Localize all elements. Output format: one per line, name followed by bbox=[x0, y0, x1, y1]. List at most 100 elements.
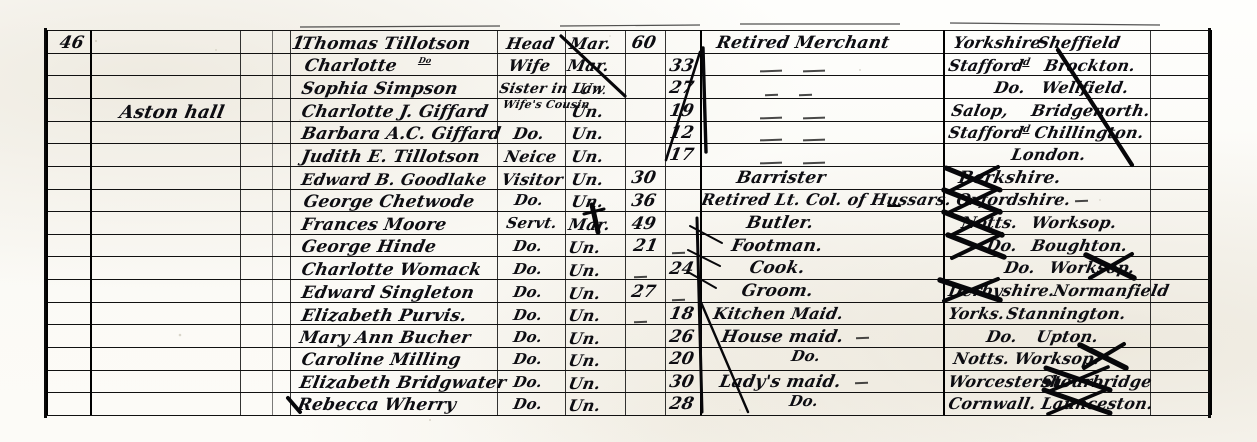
row-rule bbox=[46, 166, 1210, 167]
cell-birthplace-town: Boughton. bbox=[1029, 236, 1130, 255]
cell-occupation: Butler. bbox=[744, 213, 816, 233]
cell-birthplace-county: Do. bbox=[1002, 258, 1037, 277]
cell-birthplace-town: London. bbox=[1009, 145, 1088, 164]
cell-condition: Mar. bbox=[566, 215, 612, 234]
col-rule-schedule-right bbox=[90, 30, 92, 415]
cell-condition: Un. bbox=[566, 261, 603, 280]
cell-condition: Un. bbox=[566, 396, 603, 415]
cell-name: Rebecca Wherry bbox=[295, 395, 458, 415]
cell-relation: Do. bbox=[512, 191, 545, 209]
cell-birthplace-county: Staffordd bbox=[946, 56, 1032, 76]
cell-name-ditto: Do bbox=[417, 55, 433, 65]
cell-age-female: 17 bbox=[667, 145, 696, 165]
col-rule-inhabited-right bbox=[272, 30, 273, 415]
cell-relation: Do. bbox=[511, 283, 544, 301]
cell-name: Barbara A.C. Giffard bbox=[299, 124, 503, 144]
cell-age-male: 30 bbox=[629, 168, 658, 188]
cell-age-male: 36 bbox=[629, 191, 658, 211]
row-rule bbox=[46, 30, 1210, 31]
cell-birthplace-town: Worksop. bbox=[1012, 349, 1102, 368]
cell-occupation: Retired Merchant bbox=[714, 33, 892, 53]
cell-condition: Un. bbox=[566, 374, 603, 393]
cell-birthplace-town: Upton. bbox=[1034, 327, 1101, 346]
cell-condition: Un. bbox=[566, 238, 603, 257]
cell-name: Edward Singleton bbox=[299, 283, 476, 303]
cell-condition: Un. bbox=[569, 102, 606, 121]
col-rule-place-right bbox=[240, 30, 241, 415]
row-rule bbox=[46, 279, 1210, 280]
cell-age-female: 33 bbox=[667, 56, 696, 76]
page-right-margin-rule bbox=[1208, 28, 1211, 418]
cell-birthplace-county: Notts. bbox=[959, 213, 1020, 232]
cell-occupation: Do. bbox=[787, 392, 820, 410]
row-rule bbox=[46, 324, 1210, 325]
row-rule bbox=[46, 415, 1210, 416]
cell-place: Aston hall bbox=[117, 102, 227, 123]
cell-condition: Un. bbox=[569, 124, 606, 143]
cell-schedule: 46 bbox=[57, 33, 86, 53]
cell-age-female: 26 bbox=[667, 327, 696, 347]
cell-birthplace-town: Wellfield. bbox=[1039, 78, 1131, 97]
cell-name: Caroline Milling bbox=[299, 350, 463, 370]
cell-relation: Do. bbox=[511, 306, 544, 324]
cell-relation: Neice bbox=[502, 147, 559, 166]
col-rule-age-male-right bbox=[665, 30, 666, 415]
cell-age-female: 18 bbox=[667, 304, 696, 324]
col-rule-birthplace-right bbox=[1150, 30, 1151, 415]
cell-age-female: 27 bbox=[667, 78, 696, 98]
cell-occupation: Cook. bbox=[747, 258, 807, 278]
cell-condition: Un. bbox=[566, 306, 603, 325]
row-rule bbox=[46, 75, 1210, 76]
row-rule bbox=[46, 256, 1210, 257]
col-rule-age-female-right bbox=[700, 30, 702, 415]
cell-name: Charlotte J. Giffard bbox=[299, 102, 490, 122]
col-rule-schedule-left bbox=[46, 30, 48, 415]
cell-condition: Un. bbox=[569, 147, 606, 166]
col-rule-name-right bbox=[497, 30, 498, 415]
cell-relation: Do. bbox=[511, 260, 544, 278]
cell-birthplace-town: Worksop. bbox=[1029, 213, 1119, 232]
cell-occupation-blank bbox=[759, 131, 826, 147]
row-rule bbox=[46, 189, 1210, 190]
cell-relation: Wife bbox=[506, 56, 553, 75]
cell-age-male: 21 bbox=[631, 236, 660, 256]
cell-birthplace-county: Yorkshire bbox=[951, 33, 1043, 52]
cell-occupation: Kitchen Maid. bbox=[711, 304, 846, 323]
cell-occupation: Barrister bbox=[734, 168, 828, 188]
cell-age-male: 60 bbox=[629, 33, 658, 53]
cell-age-male-blank bbox=[633, 313, 648, 329]
cell-birthplace-town: Oxfordshire. bbox=[955, 190, 1088, 209]
row-rule bbox=[46, 234, 1210, 235]
cell-age-female: 24 bbox=[667, 259, 696, 279]
cell-occupation: Groom. bbox=[739, 281, 815, 301]
row-rule bbox=[46, 98, 1210, 99]
cell-relation: Do. bbox=[511, 328, 544, 346]
cell-relation: Head bbox=[504, 34, 557, 53]
cell-age-female: 28 bbox=[667, 394, 696, 414]
cell-birthplace-county: Yorks. bbox=[946, 304, 1007, 323]
row-rule bbox=[46, 302, 1210, 303]
cell-birthplace-county: Do. bbox=[984, 327, 1019, 346]
cell-birthplace-town: Worksop. bbox=[1047, 258, 1137, 277]
cell-condition: Mar. bbox=[567, 34, 613, 53]
cell-name: George Hinde bbox=[299, 237, 438, 257]
cell-age-female: 12 bbox=[667, 123, 696, 143]
cell-age-female: 30 bbox=[667, 372, 696, 392]
cell-age-female: 20 bbox=[667, 349, 696, 369]
cell-condition: Un. bbox=[566, 329, 603, 348]
col-rule-condition-right bbox=[625, 30, 626, 415]
row-rule bbox=[46, 121, 1210, 122]
cell-birthplace-town: Normanfield bbox=[1051, 281, 1171, 300]
cell-condition: Un. bbox=[566, 284, 603, 303]
cell-name: Mary Ann Bucher bbox=[297, 328, 473, 348]
cell-birthplace-county: Do. bbox=[992, 78, 1027, 97]
cell-birthplace-town: Brockton. bbox=[1042, 56, 1138, 75]
cell-birthplace-county: Notts. bbox=[951, 349, 1012, 368]
cell-birthplace-town: Chillington. bbox=[1032, 123, 1146, 142]
cell-birthplace-town: Stourbridge bbox=[1039, 372, 1154, 391]
cell-name: Frances Moore bbox=[299, 215, 449, 235]
cell-age-female: 19 bbox=[667, 101, 696, 121]
cell-occupation: Do. bbox=[789, 347, 822, 365]
cell-condition: Un. bbox=[569, 170, 606, 189]
